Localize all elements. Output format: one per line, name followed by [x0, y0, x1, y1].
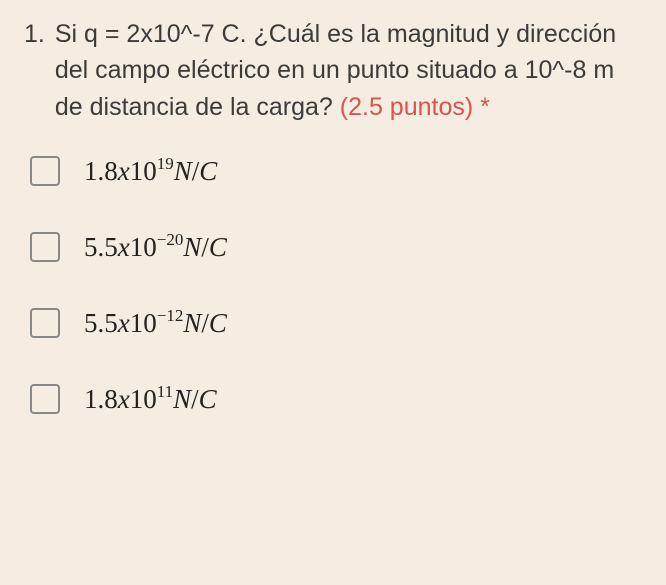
question-body: Si q = 2x10^-7 C. ¿Cuál es la magnitud y… [55, 20, 616, 121]
coefficient: 5.5 [84, 232, 118, 262]
x-symbol: x [118, 232, 130, 262]
unit-c: C [209, 232, 227, 262]
checkbox[interactable] [30, 308, 60, 338]
exponent: −20 [157, 230, 184, 249]
option-item: 1.8x1011N/C [24, 383, 642, 415]
option-label: 1.8x1011N/C [84, 383, 217, 415]
question-container: 1. Si q = 2x10^-7 C. ¿Cuál es la magnitu… [24, 16, 642, 125]
required-marker: * [473, 93, 490, 121]
option-label: 5.5x10−12N/C [84, 307, 227, 339]
slash: / [201, 308, 209, 338]
unit-c: C [199, 156, 217, 186]
option-item: 1.8x1019N/C [24, 155, 642, 187]
exponent: −12 [157, 306, 184, 325]
checkbox[interactable] [30, 384, 60, 414]
x-symbol: x [118, 308, 130, 338]
question-points: (2.5 puntos) [340, 93, 473, 121]
options-list: 1.8x1019N/C 5.5x10−20N/C 5.5x10−12N/C 1.… [24, 155, 642, 415]
x-symbol: x [118, 156, 130, 186]
base: 10 [130, 156, 157, 186]
base: 10 [130, 384, 157, 414]
base: 10 [130, 308, 157, 338]
slash: / [201, 232, 209, 262]
base: 10 [130, 232, 157, 262]
question-number: 1. [24, 16, 45, 52]
exponent: 11 [157, 382, 173, 401]
option-label: 1.8x1019N/C [84, 155, 217, 187]
checkbox[interactable] [30, 156, 60, 186]
unit-n: N [183, 308, 201, 338]
unit-c: C [199, 384, 217, 414]
option-item: 5.5x10−12N/C [24, 307, 642, 339]
x-symbol: x [118, 384, 130, 414]
coefficient: 5.5 [84, 308, 118, 338]
unit-c: C [209, 308, 227, 338]
option-label: 5.5x10−20N/C [84, 231, 227, 263]
coefficient: 1.8 [84, 156, 118, 186]
checkbox[interactable] [30, 232, 60, 262]
unit-n: N [183, 232, 201, 262]
unit-n: N [174, 156, 192, 186]
option-item: 5.5x10−20N/C [24, 231, 642, 263]
unit-n: N [173, 384, 191, 414]
exponent: 19 [157, 154, 174, 173]
question-text: Si q = 2x10^-7 C. ¿Cuál es la magnitud y… [55, 16, 642, 125]
slash: / [191, 384, 199, 414]
coefficient: 1.8 [84, 384, 118, 414]
